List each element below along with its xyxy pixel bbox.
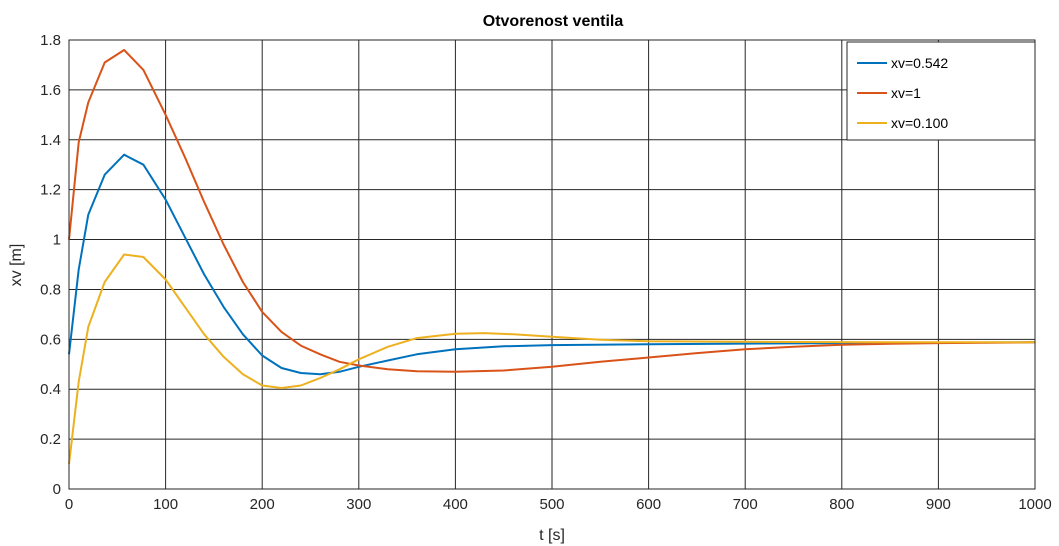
y-tick-label: 0.8 bbox=[40, 281, 61, 298]
y-tick-label: 1.4 bbox=[40, 132, 61, 149]
chart-title: Otvorenost ventila bbox=[483, 13, 624, 30]
x-tick-label: 300 bbox=[346, 496, 371, 513]
x-tick-label: 900 bbox=[926, 496, 951, 513]
y-axis-ticks: 0 0.2 0.4 0.6 0.8 1 1.2 1.4 1.6 1.8 bbox=[40, 32, 61, 498]
y-tick-label: 1.6 bbox=[40, 82, 61, 99]
y-axis-label: xv [m] bbox=[8, 244, 25, 287]
legend-label-2: xv=1 bbox=[891, 85, 921, 101]
y-tick-label: 0.4 bbox=[40, 381, 61, 398]
y-tick-label: 1 bbox=[53, 232, 61, 249]
legend-label-3: xv=0.100 bbox=[891, 115, 948, 131]
x-tick-label: 0 bbox=[65, 496, 73, 513]
x-tick-label: 400 bbox=[443, 496, 468, 513]
x-tick-label: 100 bbox=[153, 496, 178, 513]
y-tick-label: 0 bbox=[53, 481, 61, 498]
x-tick-label: 1000 bbox=[1018, 496, 1051, 513]
x-axis-label: t [s] bbox=[539, 527, 565, 544]
x-tick-label: 600 bbox=[636, 496, 661, 513]
legend-label-1: xv=0.542 bbox=[891, 55, 948, 71]
x-axis-ticks: 0 100 200 300 400 500 600 700 800 900 1000 bbox=[65, 496, 1052, 513]
y-tick-label: 1.8 bbox=[40, 32, 61, 49]
legend: xv=0.542 xv=1 xv=0.100 bbox=[847, 42, 1035, 140]
y-tick-label: 0.6 bbox=[40, 331, 61, 348]
x-tick-label: 700 bbox=[733, 496, 758, 513]
y-tick-label: 1.2 bbox=[40, 182, 61, 199]
x-tick-label: 200 bbox=[250, 496, 275, 513]
x-tick-label: 800 bbox=[829, 496, 854, 513]
x-tick-label: 500 bbox=[539, 496, 564, 513]
y-tick-label: 0.2 bbox=[40, 431, 61, 448]
